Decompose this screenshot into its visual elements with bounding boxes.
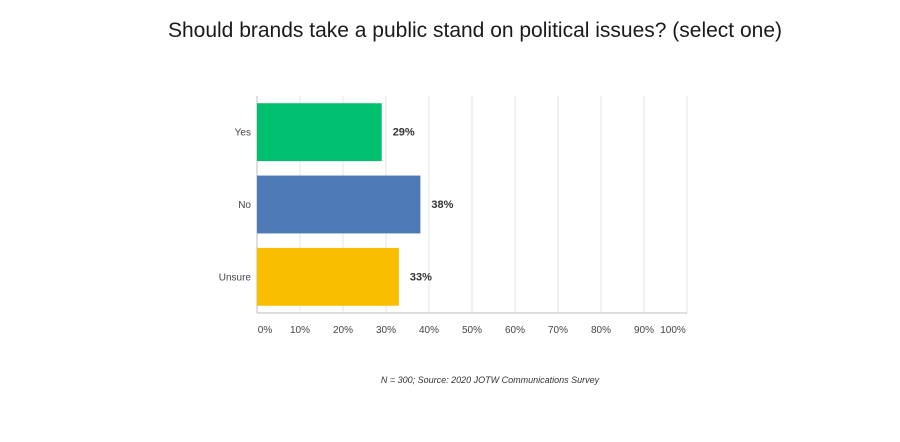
x-tick-label: 80%: [591, 325, 611, 336]
data-label: 29%: [393, 127, 415, 139]
data-label: 38%: [431, 199, 453, 211]
x-tick-label: 10%: [290, 325, 310, 336]
x-tick-label: 0%: [258, 325, 273, 336]
x-tick-label: 90%: [634, 325, 654, 336]
category-label: Unsure: [219, 272, 252, 283]
x-tick-label: 30%: [376, 325, 396, 336]
bar-no: [257, 175, 421, 234]
x-tick-label: 40%: [419, 325, 439, 336]
x-tick-label: 20%: [333, 325, 353, 336]
x-tick-label: 70%: [548, 325, 568, 336]
category-label: Yes: [235, 128, 251, 139]
x-tick-label: 60%: [505, 325, 525, 336]
chart-title: Should brands take a public stand on pol…: [167, 19, 783, 42]
x-tick-label: 50%: [462, 325, 482, 336]
category-label: No: [238, 200, 251, 211]
bar-yes: [257, 103, 382, 162]
source-note: N = 300; Source: 2020 JOTW Communication…: [380, 375, 600, 385]
data-label: 33%: [410, 271, 432, 283]
bar-unsure: [257, 247, 399, 306]
x-tick-label: 100%: [660, 325, 686, 336]
